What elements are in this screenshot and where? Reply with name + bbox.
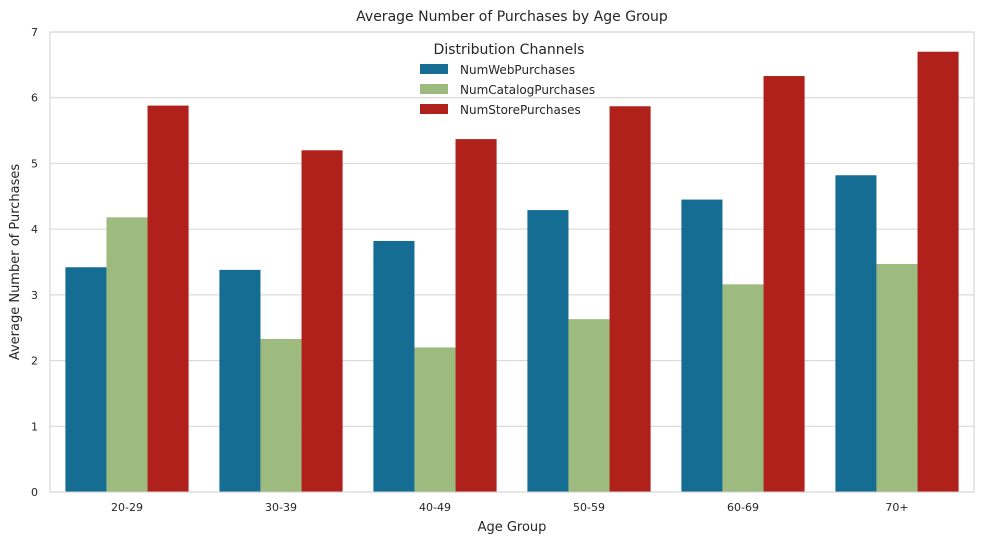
x-tick-label-1: 30-39	[265, 501, 297, 514]
bar-NumCatalogPurchases-70+	[876, 263, 918, 492]
bar-NumStorePurchases-50-59	[609, 106, 651, 492]
y-axis-ticks: 0 1 2 3 4 5 6 7	[31, 26, 38, 499]
legend-swatch-2	[420, 104, 448, 114]
y-tick-label-3: 3	[31, 289, 38, 302]
plot-frame	[49, 31, 975, 493]
bar-NumCatalogPurchases-30-39	[260, 338, 302, 492]
legend: Distribution Channels NumWebPurchases Num…	[420, 42, 595, 117]
legend-label-2: NumStorePurchases	[460, 103, 581, 117]
bar-NumWebPurchases-30-39	[219, 269, 261, 492]
bar-NumStorePurchases-30-39	[301, 150, 343, 493]
x-tick-label-0: 20-29	[111, 501, 143, 514]
bar-NumWebPurchases-70+	[835, 175, 877, 492]
bar-NumWebPurchases-60-69	[681, 199, 723, 493]
grid-lines	[50, 31, 974, 493]
x-tick-label-5: 70+	[885, 501, 908, 514]
legend-label-1: NumCatalogPurchases	[460, 83, 595, 97]
y-tick-label-7: 7	[31, 26, 38, 39]
bar-NumStorePurchases-40-49	[455, 139, 497, 492]
bar-NumStorePurchases-20-29	[147, 105, 189, 492]
bar-NumStorePurchases-70+	[917, 51, 959, 492]
bar-NumCatalogPurchases-40-49	[414, 347, 456, 492]
y-tick-label-1: 1	[31, 420, 38, 433]
x-tick-label-3: 50-59	[573, 501, 605, 514]
bar-NumWebPurchases-50-59	[527, 210, 569, 493]
y-axis-label: Average Number of Purchases	[8, 164, 23, 361]
bar-NumStorePurchases-60-69	[763, 76, 805, 493]
bar-NumCatalogPurchases-20-29	[106, 217, 148, 493]
bars	[65, 51, 959, 493]
y-tick-label-6: 6	[31, 92, 38, 105]
x-axis-ticks: 20-29 30-39 40-49 50-59 60-69 70+	[111, 501, 909, 514]
legend-label-0: NumWebPurchases	[460, 63, 575, 77]
y-tick-label-4: 4	[31, 223, 38, 236]
x-tick-label-2: 40-49	[419, 501, 451, 514]
x-tick-label-4: 60-69	[727, 501, 759, 514]
bar-NumCatalogPurchases-60-69	[722, 284, 764, 492]
y-tick-label-5: 5	[31, 157, 38, 170]
legend-swatch-1	[420, 84, 448, 94]
bar-NumCatalogPurchases-50-59	[568, 319, 610, 492]
bar-NumWebPurchases-40-49	[373, 240, 415, 492]
bar-NumWebPurchases-20-29	[65, 267, 107, 492]
y-tick-label-0: 0	[31, 486, 38, 499]
y-tick-label-2: 2	[31, 355, 38, 368]
x-axis-label: Age Group	[478, 520, 547, 535]
legend-swatch-0	[420, 64, 448, 74]
chart-title: Average Number of Purchases by Age Group	[356, 9, 668, 25]
legend-title: Distribution Channels	[434, 42, 585, 58]
